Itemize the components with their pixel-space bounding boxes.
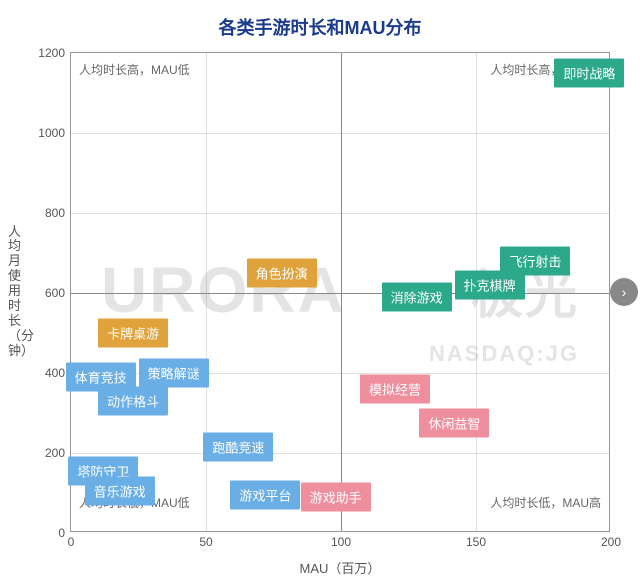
- y-tick: 800: [45, 206, 65, 220]
- data-point: 策略解谜: [139, 359, 209, 388]
- quadrant-label: 人均时长低，MAU高: [490, 494, 601, 511]
- gridline: [71, 453, 609, 454]
- data-point: 即时战略: [554, 59, 624, 88]
- chart-title: 各类手游时长和MAU分布: [0, 0, 640, 40]
- data-point: 扑克棋牌: [454, 271, 524, 300]
- data-point: 休闲益智: [419, 409, 489, 438]
- y-tick: 1000: [38, 126, 65, 140]
- plot-area: URORA 极光 NASDAQ:JG 050100150200020040060…: [70, 52, 610, 532]
- x-axis-label: MAU（百万）: [70, 558, 610, 577]
- next-button[interactable]: ›: [610, 278, 638, 306]
- gridline: [71, 213, 609, 214]
- y-tick: 600: [45, 286, 65, 300]
- watermark-sub2: NASDAQ:JG: [429, 341, 579, 367]
- data-point: 游戏助手: [301, 483, 371, 512]
- y-axis-label: 人均月使用时长（分钟）: [8, 224, 21, 358]
- x-tick: 200: [601, 535, 621, 549]
- data-point: 模拟经营: [360, 375, 430, 404]
- data-point: 游戏平台: [230, 481, 300, 510]
- data-point: 消除游戏: [382, 283, 452, 312]
- data-point: 音乐游戏: [85, 477, 155, 506]
- data-point: 动作格斗: [98, 387, 168, 416]
- x-tick: 0: [68, 535, 75, 549]
- center-divider: [341, 53, 342, 531]
- gridline: [71, 133, 609, 134]
- chevron-right-icon: ›: [622, 284, 627, 300]
- chart-container: 各类手游时长和MAU分布 人均月使用时长（分钟） MAU（百万） URORA 极…: [0, 0, 640, 583]
- x-tick: 150: [466, 535, 486, 549]
- x-tick: 50: [199, 535, 212, 549]
- y-tick: 400: [45, 366, 65, 380]
- center-divider: [71, 293, 609, 294]
- y-tick: 1200: [38, 46, 65, 60]
- y-tick: 0: [58, 526, 65, 540]
- data-point: 跑酷竞速: [203, 433, 273, 462]
- data-point: 卡牌桌游: [98, 319, 168, 348]
- data-point: 角色扮演: [247, 259, 317, 288]
- quadrant-label: 人均时长高，MAU低: [79, 61, 190, 78]
- x-tick: 100: [331, 535, 351, 549]
- y-tick: 200: [45, 446, 65, 460]
